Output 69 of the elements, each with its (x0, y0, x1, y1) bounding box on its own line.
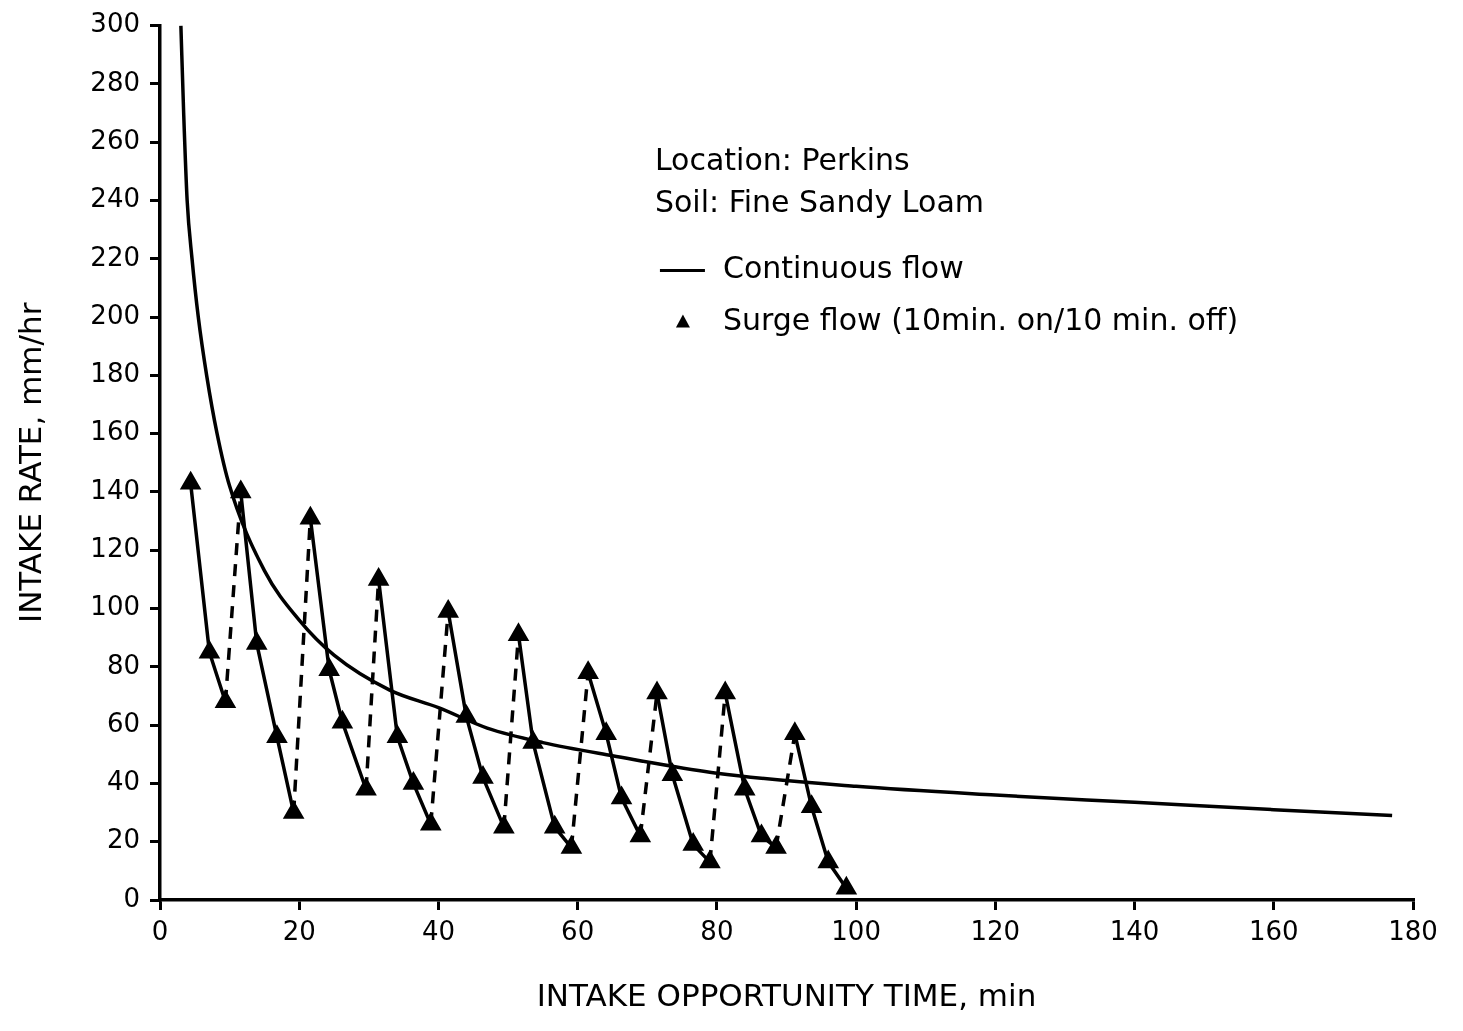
x-tick-label: 40 (421, 916, 455, 947)
point (284, 801, 304, 819)
point (630, 825, 650, 843)
x-tick-label: 180 (1388, 916, 1438, 947)
y-tick-label: 300 (90, 8, 140, 39)
annotation: Location: Perkins (654, 142, 910, 178)
y-tick-label: 0 (123, 882, 140, 913)
x-axis-title: INTAKE OPPORTUNITY TIME, min (536, 977, 1037, 1014)
point (578, 661, 598, 679)
x-tick-label: 160 (1248, 916, 1299, 947)
point (247, 632, 267, 650)
point (715, 682, 735, 700)
y-tick-label: 100 (90, 591, 140, 622)
point (766, 836, 786, 854)
point (300, 507, 320, 525)
point (802, 795, 822, 813)
point (332, 711, 352, 729)
point (369, 568, 389, 586)
y-tick-label: 220 (90, 241, 140, 272)
y-axis-title: INTAKE RATE, mm/hr (11, 302, 48, 623)
point (735, 778, 755, 796)
point (545, 816, 565, 834)
point (561, 836, 581, 854)
x-tick-label: 20 (282, 916, 316, 947)
y-tick-label: 60 (106, 707, 140, 738)
y-tick-label: 200 (90, 299, 140, 330)
x-tick-label: 140 (1109, 916, 1160, 947)
point (818, 851, 838, 869)
point (473, 766, 493, 784)
y-tick-label: 20 (106, 824, 140, 855)
x-tick-label: 120 (970, 916, 1021, 947)
point (751, 825, 771, 843)
point (215, 691, 235, 709)
point (267, 726, 287, 744)
legend-label: Surge flow (10min. on/10 min. off) (722, 302, 1239, 338)
point (596, 723, 616, 741)
y-tick-label: 160 (90, 416, 140, 447)
y-tick-label: 80 (106, 649, 140, 680)
point (421, 813, 441, 831)
point (662, 763, 682, 781)
y-tick-label: 240 (90, 183, 140, 214)
annotation: Soil: Fine Sandy Loam (654, 184, 984, 220)
x-tick-label: 0 (151, 916, 169, 947)
point (403, 772, 423, 790)
point (611, 787, 632, 805)
point (494, 816, 514, 834)
point (199, 641, 219, 659)
point (319, 658, 339, 676)
x-tick-label: 100 (831, 916, 881, 947)
point (508, 624, 529, 642)
point (835, 875, 857, 895)
point (700, 851, 720, 869)
point (785, 723, 805, 741)
y-tick-label: 180 (90, 358, 140, 389)
y-tick-label: 280 (90, 66, 140, 97)
y-tick-label: 40 (106, 766, 140, 797)
point (356, 778, 376, 796)
y-tick-label: 140 (90, 474, 140, 505)
point (683, 833, 703, 851)
x-tick-label: 80 (700, 916, 734, 947)
point (387, 726, 407, 744)
point (647, 682, 667, 700)
legend-label: Continuous flow (722, 250, 964, 286)
point (231, 481, 251, 499)
y-tick-label: 260 (90, 124, 140, 155)
y-tick-label: 120 (90, 532, 140, 563)
point (438, 600, 458, 618)
x-tick-label: 60 (561, 916, 595, 947)
point (181, 472, 201, 490)
